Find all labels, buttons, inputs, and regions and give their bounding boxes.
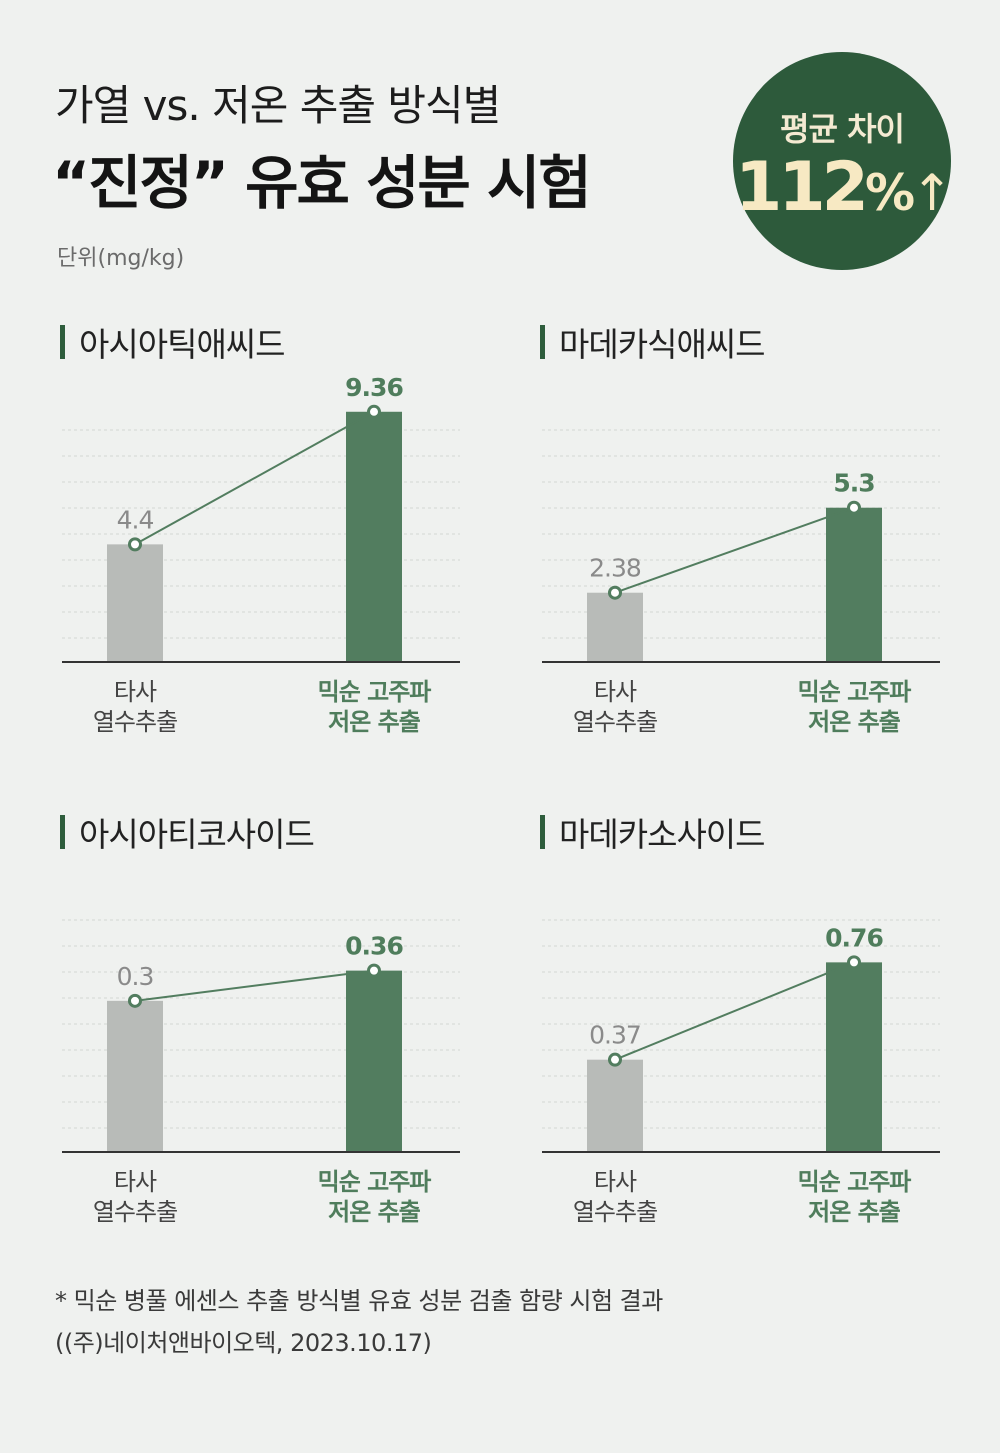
value-label: 0.37 <box>589 1021 641 1050</box>
data-point <box>608 585 622 600</box>
chart-header-marker <box>60 815 65 849</box>
badge-value: 112%↑ <box>733 148 953 227</box>
data-point <box>128 537 142 552</box>
chart-title: 아시아티코사이드 <box>79 815 315 854</box>
page-title: “진정” 유효 성분 시험 <box>52 149 592 217</box>
value-label: 9.36 <box>345 373 403 402</box>
value-label: 2.38 <box>589 554 641 583</box>
unit-label: 단위(mg/kg) <box>57 246 185 271</box>
footnote-line-2: ((주)네이처앤바이오텍, 2023.10.17) <box>55 1329 432 1357</box>
badge-percent: % <box>864 164 915 222</box>
bar-other-brand <box>587 592 643 662</box>
bar-mixsoon <box>826 962 882 1152</box>
category-label: 타사 <box>114 1168 157 1196</box>
category-label: 믹순 고주파 <box>798 1168 912 1196</box>
category-label: 타사 <box>114 678 157 706</box>
value-label: 5.3 <box>833 469 874 498</box>
trend-line <box>614 506 855 594</box>
chart-header: 마데카식애씨드 <box>540 322 766 364</box>
value-label: 0.36 <box>345 932 403 961</box>
data-point <box>367 963 381 978</box>
footnote-line-1: * 믹순 병풀 에센스 추출 방식별 유효 성분 검출 함량 시험 결과 <box>55 1287 663 1315</box>
bar-mixsoon <box>346 970 402 1152</box>
chart-header-marker <box>540 325 545 359</box>
data-point <box>847 500 861 515</box>
data-point <box>367 404 381 419</box>
chart-header-marker <box>60 325 65 359</box>
chart-title: 마데카식애씨드 <box>559 325 766 364</box>
chart-header: 아시아틱애씨드 <box>60 322 286 364</box>
chart-title: 아시아틱애씨드 <box>79 325 286 364</box>
category-label: 믹순 고주파 <box>318 1168 432 1196</box>
category-label: 믹순 고주파 <box>318 678 432 706</box>
value-label: 0.76 <box>825 923 883 952</box>
up-arrow-icon: ↑ <box>911 164 953 222</box>
chart-header: 아시아티코사이드 <box>60 812 315 854</box>
chart-header: 마데카소사이드 <box>540 812 766 854</box>
chart-panel-asiatic-acid: 아시아틱애씨드 4.4 9.36 타사 열수추출 믹순 고주파 저온 추출 <box>60 322 480 742</box>
bar-other-brand <box>107 1000 163 1152</box>
category-label: 열수추출 <box>573 708 657 736</box>
category-label: 열수추출 <box>573 1198 657 1226</box>
bar-mixsoon <box>346 411 402 662</box>
category-label: 저온 추출 <box>328 1198 421 1226</box>
chart-panel-madecassic-acid: 마데카식애씨드 2.38 5.3 타사 열수추출 믹순 고주파 저온 추출 <box>540 322 960 742</box>
category-label: 열수추출 <box>93 708 177 736</box>
category-label: 타사 <box>594 678 637 706</box>
data-point <box>608 1052 622 1067</box>
category-label: 저온 추출 <box>808 708 901 736</box>
category-label: 믹순 고주파 <box>798 678 912 706</box>
page-subtitle: 가열 vs. 저온 추출 방식별 <box>55 81 501 130</box>
footnote: * 믹순 병풀 에센스 추출 방식별 유효 성분 검출 함량 시험 결과 ((주… <box>55 1280 663 1364</box>
chart-panel-asiaticoside: 아시아티코사이드 0.3 0.36 타사 열수추출 믹순 고주파 저온 추출 <box>60 812 480 1232</box>
value-label: 4.4 <box>117 505 154 534</box>
trend-line <box>134 969 375 1002</box>
value-label: 0.3 <box>117 962 154 991</box>
chart-panel-madecassoside: 마데카소사이드 0.37 0.76 타사 열수추출 믹순 고주파 저온 추출 <box>540 812 960 1232</box>
category-label: 열수추출 <box>93 1198 177 1226</box>
category-label: 타사 <box>594 1168 637 1196</box>
trend-line <box>134 410 375 546</box>
data-point <box>847 955 861 970</box>
data-point <box>128 993 142 1008</box>
badge-number: 112 <box>735 148 869 227</box>
category-label: 저온 추출 <box>328 708 421 736</box>
chart-header-marker <box>540 815 545 849</box>
bar-other-brand <box>587 1059 643 1152</box>
average-difference-badge: 평균 차이 112%↑ <box>733 52 953 270</box>
category-label: 저온 추출 <box>808 1198 901 1226</box>
bar-other-brand <box>107 544 163 662</box>
chart-title: 마데카소사이드 <box>559 815 766 854</box>
badge-label: 평균 차이 <box>780 110 905 148</box>
trend-line <box>614 961 855 1061</box>
bar-mixsoon <box>826 507 882 662</box>
